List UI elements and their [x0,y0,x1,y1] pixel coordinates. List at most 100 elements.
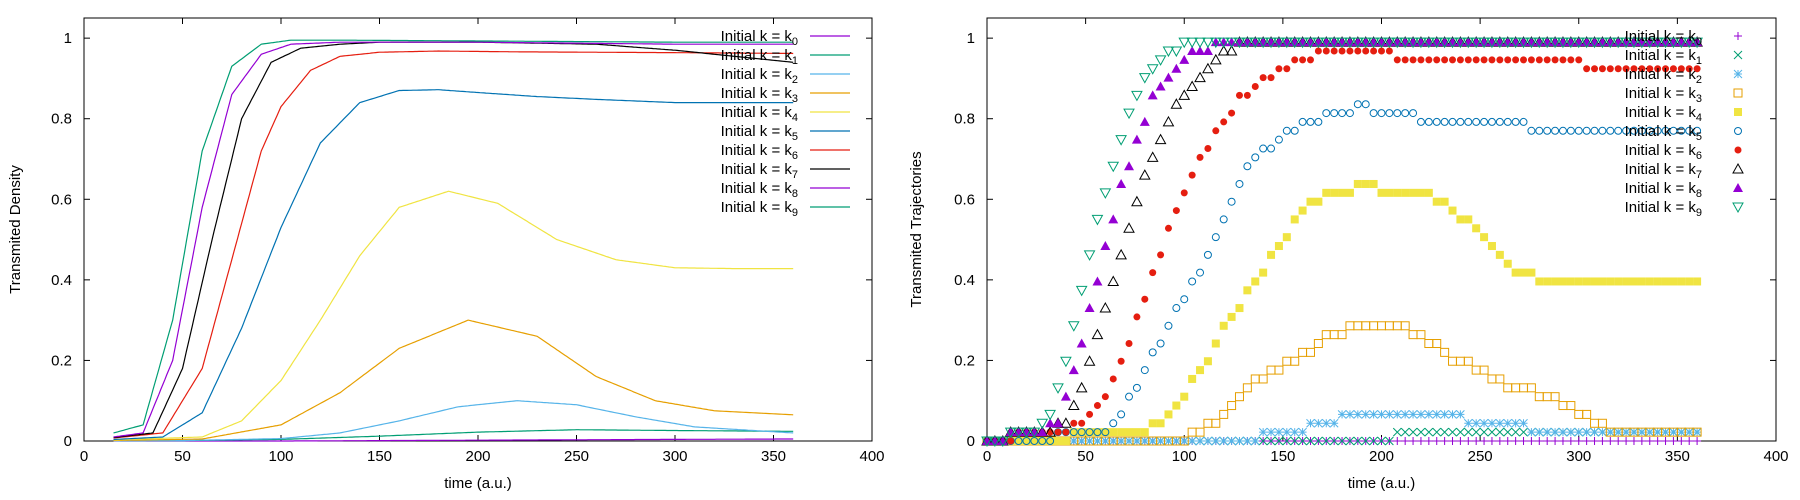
legend-marker [1734,108,1742,116]
data-point [1250,374,1260,384]
data-point [1636,37,1648,49]
data-point [1424,188,1433,197]
data-point [1597,418,1607,428]
data-point [1306,197,1315,206]
data-point [1227,197,1236,206]
data-point [1629,427,1639,437]
data-point [1573,37,1584,47]
data-point [1495,374,1505,384]
data-point [1178,89,1191,100]
data-point [1077,428,1086,437]
data-point [1565,37,1577,49]
data-point [1100,241,1111,251]
data-point [1487,374,1497,384]
data-point [1487,418,1497,428]
data-point [1337,410,1347,419]
data-point [1289,37,1300,47]
data-point [1085,436,1094,446]
data-point [1062,428,1070,436]
data-point [1243,286,1252,295]
data-point [1581,37,1592,47]
data-point [1330,188,1339,197]
data-point [1590,427,1599,437]
data-point [1415,37,1427,49]
data-point [1242,383,1252,393]
data-point [1551,126,1560,135]
data-point [1109,428,1118,437]
data-point [1582,437,1591,445]
legend-label: Initial k = k0 [1625,28,1702,48]
data-point [1471,37,1482,47]
data-point [1267,250,1276,259]
data-point [1582,427,1591,437]
data-point [1667,37,1680,49]
y-axis-label: Transmited Trajectories [908,151,925,307]
legend-label-prefix: Initial k = k [721,85,793,102]
data-point [1693,277,1702,286]
data-point [1210,37,1221,47]
series-line-k0 [113,438,794,442]
data-point [1068,365,1079,375]
series-line-k6 [113,50,794,439]
legend-label: Initial k = k9 [1625,199,1702,219]
data-point [1590,277,1599,286]
data-point [1503,427,1513,437]
data-point [1036,418,1049,430]
data-point [1527,427,1536,437]
data-point [1060,391,1071,401]
data-point [1227,401,1237,411]
data-point [1479,365,1489,375]
legend-label: Initial k = k6 [721,142,798,162]
legend-label: Initial k = k5 [721,123,798,143]
legend-label: Initial k = k4 [721,104,798,124]
data-point [1622,437,1631,445]
data-point [1480,233,1489,242]
x-tick-label: 200 [1369,448,1394,465]
data-point [1653,427,1663,437]
data-point [1574,427,1584,437]
data-point [1456,410,1465,419]
data-point [1297,37,1308,47]
data-point [1653,277,1662,286]
legend-label: Initial k = k7 [721,161,798,181]
data-point [1424,437,1433,445]
data-point [1606,126,1615,135]
data-point [1338,109,1347,118]
data-point [1605,427,1615,437]
data-point [1225,45,1238,56]
x-tick-label: 300 [662,448,687,465]
data-point [1164,410,1173,419]
legend-label-prefix: Initial k = k [1625,180,1697,197]
data-point [1580,37,1593,49]
data-point [1353,436,1363,446]
data-point [1328,37,1341,49]
data-point [1660,37,1671,47]
data-point [1446,37,1459,49]
data-point [1591,65,1599,73]
data-point [1409,188,1418,197]
data-point [1669,437,1678,445]
data-point [1179,436,1189,446]
data-point [1582,126,1591,135]
data-point [1234,392,1244,402]
data-point [1378,47,1385,55]
data-point [1425,56,1433,64]
data-point [1338,188,1347,197]
x-tick-label: 50 [174,448,191,465]
data-point [1314,418,1323,428]
data-point [1187,46,1198,56]
data-point [1219,215,1228,224]
data-point [1416,437,1425,445]
data-point [1141,295,1149,303]
data-point [1533,37,1546,49]
data-point [1345,188,1354,197]
data-point [1519,427,1528,437]
data-point [1597,37,1608,47]
data-point [1527,56,1535,64]
data-point [1408,410,1418,419]
data-point [1249,37,1262,49]
data-point [1535,437,1544,445]
data-point [1203,357,1212,366]
y-tick-label: 0.2 [51,352,72,369]
legend-marker [1732,202,1744,214]
